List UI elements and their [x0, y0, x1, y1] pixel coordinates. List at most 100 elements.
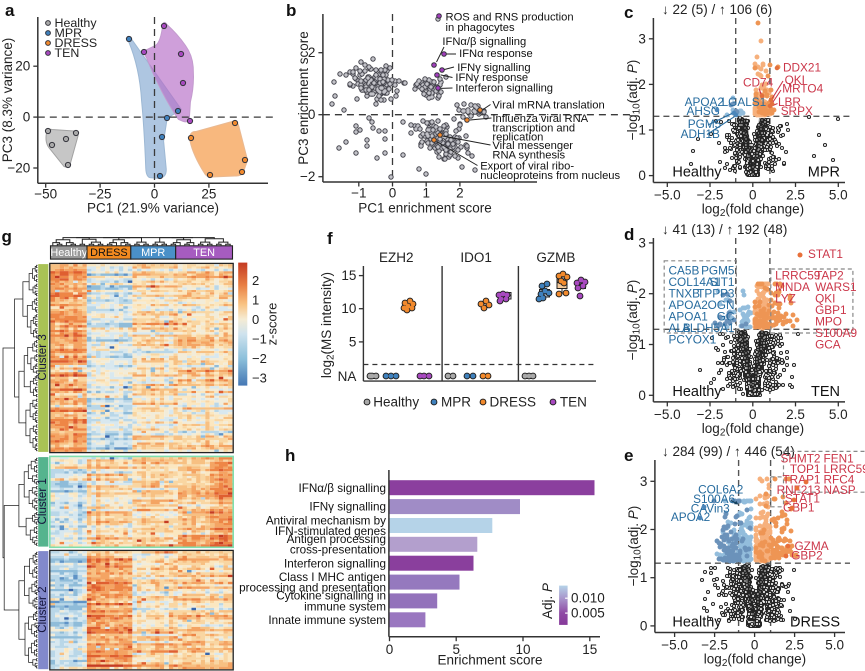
svg-text:IFNγ response: IFNγ response: [455, 72, 528, 84]
svg-text:GBP1: GBP1: [783, 500, 814, 514]
svg-text:PCYOX1: PCYOX1: [669, 333, 717, 347]
svg-text:MNDA: MNDA: [775, 280, 810, 294]
svg-text:0: 0: [638, 388, 646, 403]
svg-text:IFNα response: IFNα response: [459, 48, 533, 60]
svg-text:0: 0: [751, 638, 759, 653]
svg-text:AHSG: AHSG: [687, 104, 720, 118]
svg-text:NA: NA: [338, 369, 357, 384]
svg-text:Export of viral ribo-: Export of viral ribo-: [480, 161, 574, 173]
svg-text:h: h: [285, 446, 295, 465]
svg-text:TEN: TEN: [193, 247, 215, 259]
svg-text:GZMA: GZMA: [795, 539, 829, 553]
svg-text:5.0: 5.0: [829, 407, 848, 422]
svg-text:10: 10: [341, 301, 356, 316]
svg-text:TNXB: TNXB: [669, 287, 701, 301]
svg-text:a: a: [5, 1, 15, 20]
svg-text:TRAP1: TRAP1: [782, 472, 820, 486]
svg-text:ALDH5A1: ALDH5A1: [682, 321, 734, 335]
svg-text:Cytokine signalling in: Cytokine signalling in: [276, 590, 386, 603]
svg-text:IFNγ signalling: IFNγ signalling: [457, 62, 530, 74]
svg-text:0: 0: [638, 168, 646, 183]
svg-text:log2(fold change): log2(fold change): [702, 202, 804, 220]
svg-text:↓ 41 (13) / ↑ 192 (48): ↓ 41 (13) / ↑ 192 (48): [662, 222, 787, 237]
svg-text:0: 0: [389, 186, 397, 201]
svg-text:Cluster 3: Cluster 3: [36, 334, 49, 380]
svg-text:PC1 (21.9% variance): PC1 (21.9% variance): [87, 201, 219, 216]
svg-text:GZMB: GZMB: [536, 250, 575, 265]
svg-text:1: 1: [638, 123, 646, 138]
svg-text:QKI: QKI: [785, 73, 805, 87]
svg-text:−50: −50: [34, 187, 57, 202]
svg-text:−5.0: −5.0: [661, 638, 688, 653]
svg-text:IFNα/β signalling: IFNα/β signalling: [298, 482, 386, 495]
svg-text:1: 1: [640, 570, 648, 585]
svg-text:0: 0: [23, 110, 31, 125]
svg-text:GC: GC: [717, 310, 735, 324]
svg-text:immune system: immune system: [304, 600, 386, 613]
svg-text:0: 0: [640, 618, 648, 633]
svg-text:5.0: 5.0: [829, 188, 848, 203]
svg-text:log2(fold change): log2(fold change): [702, 421, 804, 439]
svg-text:0.005: 0.005: [571, 606, 605, 621]
svg-text:PC3 (8.3% variance): PC3 (8.3% variance): [0, 38, 15, 163]
svg-text:3: 3: [638, 31, 646, 46]
svg-text:15: 15: [341, 268, 356, 283]
svg-text:COL6A2: COL6A2: [698, 482, 743, 496]
svg-text:−1: −1: [252, 331, 267, 346]
svg-text:APOA2: APOA2: [671, 510, 710, 524]
svg-text:DRESS: DRESS: [90, 247, 128, 259]
svg-text:LBR: LBR: [778, 95, 801, 109]
svg-text:RNF213: RNF213: [777, 483, 821, 497]
svg-text:IFNγ signalling: IFNγ signalling: [309, 501, 386, 514]
svg-text:TEN: TEN: [560, 395, 587, 410]
svg-text:5: 5: [452, 642, 460, 657]
svg-text:15: 15: [582, 642, 597, 657]
svg-text:d: d: [624, 225, 634, 244]
svg-text:GBP1: GBP1: [815, 303, 846, 317]
svg-text:Adj. P: Adj. P: [540, 583, 555, 619]
svg-text:NASP: NASP: [824, 483, 856, 497]
svg-text:−2.5: −2.5: [697, 407, 724, 422]
svg-text:−2.5: −2.5: [701, 638, 728, 653]
svg-text:2: 2: [640, 522, 648, 537]
svg-text:PGM5: PGM5: [688, 117, 722, 131]
svg-text:TEN: TEN: [55, 46, 80, 60]
svg-text:5.0: 5.0: [825, 638, 844, 653]
svg-text:2.5: 2.5: [786, 188, 805, 203]
svg-text:−2: −2: [252, 351, 267, 366]
svg-text:Cluster 1: Cluster 1: [36, 478, 49, 524]
svg-text:0: 0: [749, 188, 757, 203]
svg-text:SHMT2: SHMT2: [781, 451, 821, 465]
svg-text:ROS and RNS production: ROS and RNS production: [446, 12, 574, 24]
svg-text:LGALS1: LGALS1: [722, 95, 767, 109]
svg-text:APOA1: APOA1: [669, 310, 708, 324]
svg-text:LRRC59: LRRC59: [824, 462, 865, 476]
svg-text:Antiviral mechanism by: Antiviral mechanism by: [266, 514, 386, 527]
svg-text:IFN-stimulated genes: IFN-stimulated genes: [275, 525, 386, 538]
svg-text:2.5: 2.5: [786, 407, 805, 422]
svg-text:0: 0: [151, 187, 159, 202]
svg-text:0: 0: [252, 312, 259, 327]
svg-text:e: e: [624, 446, 633, 465]
svg-text:replication: replication: [492, 132, 543, 144]
svg-text:3: 3: [638, 235, 646, 250]
svg-text:WARS1: WARS1: [815, 280, 857, 294]
svg-text:Cluster 2: Cluster 2: [36, 586, 49, 632]
svg-text:S100A9: S100A9: [815, 326, 857, 340]
svg-text:STAT1: STAT1: [808, 247, 843, 261]
svg-text:LRRC59: LRRC59: [775, 269, 820, 283]
svg-text:DRESS: DRESS: [790, 615, 840, 631]
svg-text:b: b: [286, 1, 296, 20]
svg-text:Antigen processing: Antigen processing: [287, 533, 386, 546]
svg-text:↓ 284 (99) / ↑ 446 (54): ↓ 284 (99) / ↑ 446 (54): [662, 444, 795, 459]
svg-text:−25: −25: [89, 187, 112, 202]
svg-text:nucleoproteins from nucleus: nucleoproteins from nucleus: [480, 170, 620, 182]
svg-text:1: 1: [638, 337, 646, 352]
svg-text:IDO1: IDO1: [460, 250, 492, 265]
svg-text:Interferon signalling: Interferon signalling: [284, 557, 386, 570]
svg-text:2: 2: [638, 286, 646, 301]
svg-text:−5.0: −5.0: [654, 188, 681, 203]
svg-text:Viral mRNA translation: Viral mRNA translation: [492, 100, 604, 112]
svg-text:z-score: z-score: [265, 303, 280, 346]
svg-text:S100A6: S100A6: [693, 492, 735, 506]
